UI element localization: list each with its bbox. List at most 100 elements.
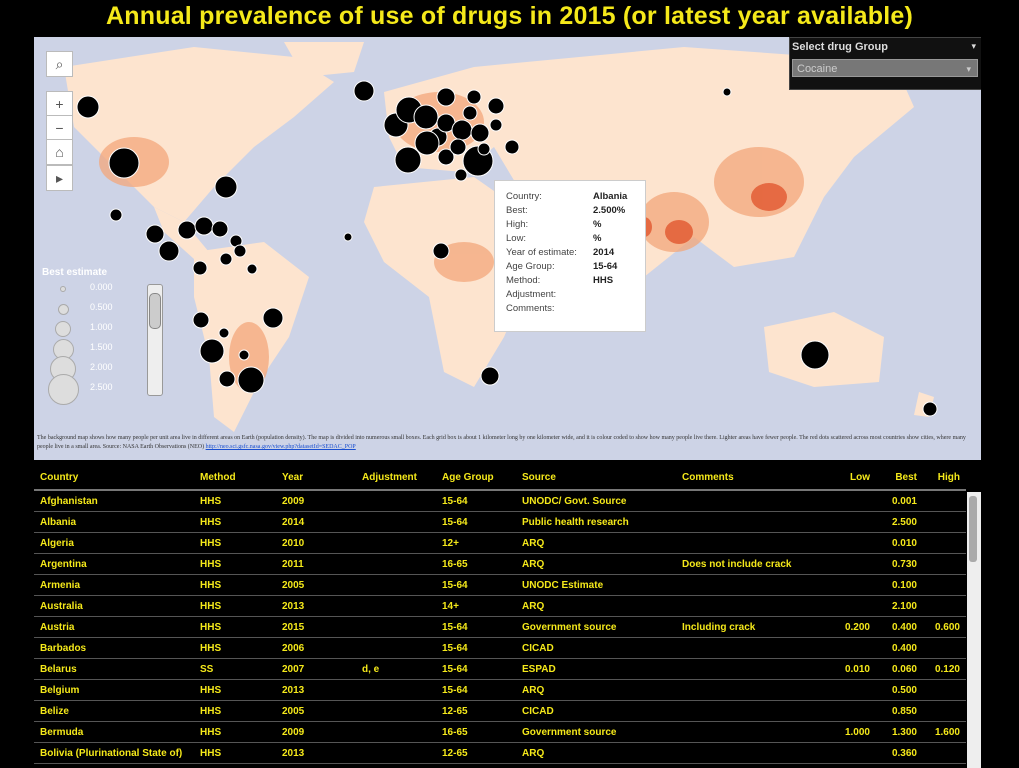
- north-america: [64, 47, 334, 222]
- world-map[interactable]: ⌕ + − ⌂ ▸ Select drug Group ▾ Cocaine ▾ …: [34, 37, 981, 460]
- country-bubble[interactable]: [454, 168, 468, 182]
- column-header[interactable]: High: [923, 466, 966, 491]
- country-bubble[interactable]: [218, 327, 230, 339]
- country-bubble[interactable]: [145, 224, 165, 244]
- country-bubble[interactable]: [432, 242, 450, 260]
- table-row[interactable]: Belarus SS 2007 d, e 15-64 ESPAD 0.010 0.060 0.1…: [34, 658, 966, 680]
- country-bubble[interactable]: [109, 208, 123, 222]
- country-bubble[interactable]: [922, 401, 938, 417]
- slider-handle[interactable]: [149, 293, 161, 329]
- table-cell: 2013: [276, 742, 356, 764]
- country-bubble[interactable]: [211, 220, 229, 238]
- country-bubble[interactable]: [414, 130, 440, 156]
- table-cell: Australia: [34, 595, 194, 617]
- table-row[interactable]: Afghanistan HHS 2009 15-64 UNODC/ Govt. Sour…: [34, 490, 966, 512]
- column-header[interactable]: Adjustment: [356, 466, 436, 491]
- country-bubble[interactable]: [487, 97, 505, 115]
- column-header[interactable]: Low: [826, 466, 876, 491]
- country-bubble[interactable]: [76, 95, 100, 119]
- table-row[interactable]: Australia HHS 2013 14+ ARQ 2.100: [34, 595, 966, 617]
- country-bubble[interactable]: [158, 240, 180, 262]
- table-cell: 15-64: [436, 616, 516, 638]
- country-bubble[interactable]: [480, 366, 500, 386]
- country-bubble[interactable]: [177, 220, 197, 240]
- table-row[interactable]: Barbados HHS 2006 15-64 CICAD 0.400: [34, 637, 966, 659]
- country-bubble[interactable]: [394, 146, 422, 174]
- table-cell: Austria: [34, 616, 194, 638]
- country-bubble[interactable]: [462, 105, 478, 121]
- chevron-down-icon: ▾: [966, 64, 971, 74]
- table-row[interactable]: Belgium HHS 2013 15-64 ARQ 0.500: [34, 679, 966, 701]
- country-bubble[interactable]: [219, 252, 233, 266]
- table-row[interactable]: Armenia HHS 2005 15-64 UNODC Estimate 0.100: [34, 574, 966, 596]
- country-bubble[interactable]: [238, 349, 250, 361]
- tooltip-row: Age Group: 15-64: [495, 261, 645, 275]
- column-header[interactable]: Comments: [676, 466, 826, 491]
- table-row[interactable]: Austria HHS 2015 15-64 Government source Incl…: [34, 616, 966, 638]
- country-bubble[interactable]: [436, 87, 456, 107]
- table-row[interactable]: Belize HHS 2005 12-65 CICAD 0.850: [34, 700, 966, 722]
- column-header[interactable]: Year: [276, 466, 356, 491]
- table-cell: CICAD: [516, 637, 676, 659]
- legend-scroll-slider[interactable]: [147, 284, 163, 396]
- column-header[interactable]: Country: [34, 466, 194, 491]
- drug-group-select[interactable]: Cocaine ▾: [792, 59, 978, 77]
- country-bubble[interactable]: [233, 244, 247, 258]
- country-bubble[interactable]: [800, 340, 830, 370]
- table-cell: Afghanistan: [34, 490, 194, 512]
- country-bubble[interactable]: [353, 80, 375, 102]
- table-row[interactable]: Bermuda HHS 2009 16-65 Government source 1.00…: [34, 721, 966, 743]
- chevron-down-icon[interactable]: ▾: [971, 41, 976, 51]
- table-cell: 0.400: [876, 637, 923, 659]
- country-bubble[interactable]: [192, 311, 210, 329]
- table-scrollbar[interactable]: [967, 492, 981, 768]
- table-cell: [356, 637, 436, 659]
- table-cell: [356, 595, 436, 617]
- zoom-in-button[interactable]: +: [46, 91, 73, 117]
- country-bubble[interactable]: [437, 148, 455, 166]
- scrollbar-thumb[interactable]: [969, 496, 977, 562]
- country-bubble[interactable]: [237, 366, 265, 394]
- country-bubble[interactable]: [218, 370, 236, 388]
- table-cell: 0.730: [876, 553, 923, 575]
- table-cell: [826, 532, 876, 554]
- table-cell: [923, 574, 966, 596]
- country-bubble[interactable]: [413, 104, 439, 130]
- country-bubble[interactable]: [504, 139, 520, 155]
- table-row[interactable]: Bolivia (Plurinational State of) HHS 2013 1…: [34, 742, 966, 764]
- search-icon[interactable]: ⌕: [46, 51, 73, 77]
- column-header[interactable]: Method: [194, 466, 276, 491]
- table-row[interactable]: Albania HHS 2014 15-64 Public health researc…: [34, 511, 966, 533]
- country-bubble[interactable]: [108, 147, 140, 179]
- country-bubble[interactable]: [451, 119, 473, 141]
- column-header[interactable]: Source: [516, 466, 676, 491]
- credit-link[interactable]: http://neo.sci.gsfc.nasa.gov/view.php?da…: [205, 444, 356, 450]
- country-bubble[interactable]: [449, 138, 467, 156]
- country-bubble[interactable]: [194, 216, 214, 236]
- play-icon[interactable]: ▸: [46, 165, 73, 191]
- country-bubble[interactable]: [722, 87, 732, 97]
- tooltip-key: Comments:: [506, 303, 555, 314]
- country-bubble[interactable]: [214, 175, 238, 199]
- home-icon[interactable]: ⌂: [46, 139, 73, 165]
- country-bubble[interactable]: [199, 338, 225, 364]
- table-row[interactable]: Algeria HHS 2010 12+ ARQ 0.010: [34, 532, 966, 554]
- country-bubble[interactable]: [262, 307, 284, 329]
- table-cell: [826, 511, 876, 533]
- table-cell: [356, 574, 436, 596]
- column-header[interactable]: Age Group: [436, 466, 516, 491]
- column-header[interactable]: Best: [876, 466, 923, 491]
- table-cell: 2.500: [876, 511, 923, 533]
- table-row[interactable]: Argentina HHS 2011 16-65 ARQ Does not include…: [34, 553, 966, 575]
- country-bubble[interactable]: [470, 123, 490, 143]
- zoom-out-button[interactable]: −: [46, 115, 73, 141]
- tooltip-row: Best: 2.500%: [495, 205, 645, 219]
- country-bubble[interactable]: [343, 232, 353, 242]
- table-cell: 16-65: [436, 553, 516, 575]
- country-bubble[interactable]: [246, 263, 258, 275]
- country-bubble[interactable]: [489, 118, 503, 132]
- country-bubble[interactable]: [466, 89, 482, 105]
- country-bubble[interactable]: [192, 260, 208, 276]
- table-cell: 1.000: [826, 721, 876, 743]
- country-bubble[interactable]: [477, 142, 491, 156]
